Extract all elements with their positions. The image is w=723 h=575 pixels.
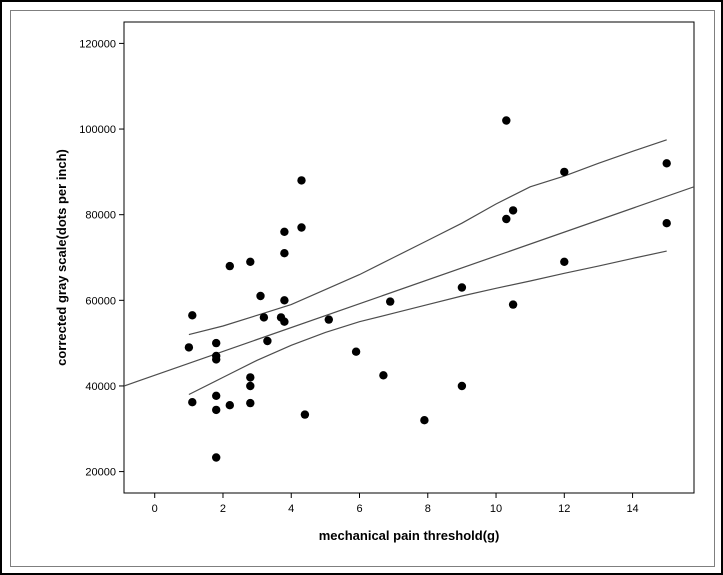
regression-line [124,186,694,387]
data-point [457,283,467,292]
y-tick-label: 20000 [85,467,116,479]
data-point [246,381,255,391]
data-point [246,257,255,266]
data-point [297,176,306,185]
data-point [280,317,289,326]
data-point [188,398,197,407]
data-point [188,311,197,320]
data-point [256,291,265,301]
data-point [280,296,289,305]
data-point [280,227,289,236]
data-point [351,347,361,356]
data-point [212,391,221,400]
data-point [212,355,221,364]
data-point [280,249,289,258]
x-tick-label: 10 [490,503,502,515]
data-point [457,381,467,391]
data-point [212,405,221,415]
x-tick-label: 12 [558,503,570,515]
data-point [259,313,269,322]
data-point [246,373,255,382]
data-point [246,398,255,408]
y-tick-label: 40000 [85,381,116,393]
data-point [560,167,569,177]
data-point [225,261,234,271]
lower-confidence-band [188,250,667,396]
data-point [508,206,518,215]
data-point [502,116,511,125]
x-axis-title: mechanical pain threshold(g) [319,528,500,543]
upper-confidence-band [188,139,667,336]
data-point [502,214,511,224]
y-tick-label: 120000 [79,38,116,50]
x-tick-label: 6 [356,503,362,515]
data-point [662,219,671,228]
data-point [420,416,429,425]
x-tick-label: 8 [425,503,431,515]
data-point [184,343,194,352]
data-point [300,410,310,419]
data-point [225,401,234,410]
y-axis-title: corrected gray scale(dots per inch) [54,149,69,366]
data-point [386,297,395,306]
data-point [324,315,333,324]
y-tick-label: 80000 [85,210,116,222]
x-axis: 0 2 4 6 8 10 12 14 [152,493,639,515]
data-point [662,159,671,168]
data-point [212,338,221,348]
data-point [263,336,272,346]
data-point [508,300,518,309]
data-point [379,371,388,380]
x-tick-label: 14 [626,503,638,515]
data-point [297,223,306,232]
x-tick-label: 4 [288,503,294,515]
x-tick-label: 0 [152,503,158,515]
y-tick-label: 60000 [85,295,116,307]
x-tick-label: 2 [220,503,226,515]
plot-area [123,21,695,494]
y-axis: 20000 40000 60000 80000 100000 120000 [79,38,124,479]
data-point [560,257,569,266]
data-point [212,453,221,462]
y-tick-label: 100000 [79,124,116,136]
